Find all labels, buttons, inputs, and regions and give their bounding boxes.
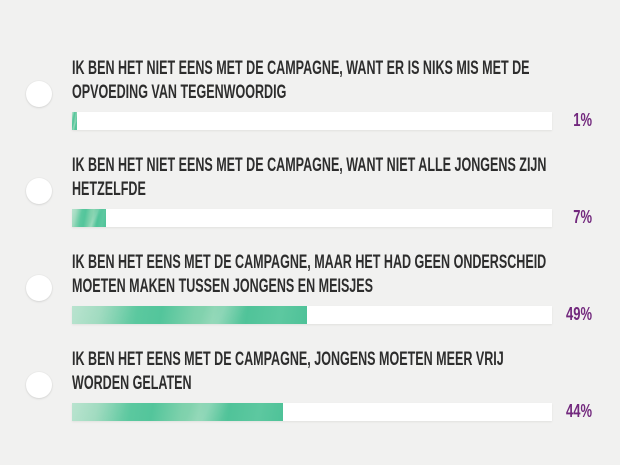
result-bar-track — [72, 111, 552, 130]
percent-label: 44% — [566, 401, 592, 421]
option-label: IK BEN HET EENS MET DE CAMPAGNE, JONGENS… — [72, 348, 592, 396]
option-content: IK BEN HET NIET EENS MET DE CAMPAGNE, WA… — [72, 57, 592, 131]
poll-option-row: IK BEN HET EENS MET DE CAMPAGNE, JONGENS… — [26, 348, 592, 422]
result-bar-row: 44% — [72, 401, 592, 422]
option-label-line2: MOETEN MAKEN TUSSEN JONGENS EN MEISJES — [72, 276, 374, 297]
option-label-line1: IK BEN HET EENS MET DE CAMPAGNE, JONGENS… — [72, 349, 504, 370]
percent-label: 1% — [573, 110, 592, 130]
result-bar-fill — [72, 402, 284, 421]
result-bar-row: 49% — [72, 304, 592, 325]
percent-label: 49% — [566, 304, 592, 324]
option-label: IK BEN HET EENS MET DE CAMPAGNE, MAAR HE… — [72, 251, 592, 299]
option-content: IK BEN HET EENS MET DE CAMPAGNE, MAAR HE… — [72, 251, 592, 325]
radio-button[interactable] — [26, 178, 52, 204]
option-label-line1: IK BEN HET NIET EENS MET DE CAMPAGNE, WA… — [72, 155, 547, 176]
result-bar-fill — [72, 208, 106, 227]
option-content: IK BEN HET NIET EENS MET DE CAMPAGNE, WA… — [72, 154, 592, 228]
poll-results: IK BEN HET NIET EENS MET DE CAMPAGNE, WA… — [26, 57, 592, 422]
result-bar-row: 7% — [72, 207, 592, 228]
poll-option-row: IK BEN HET NIET EENS MET DE CAMPAGNE, WA… — [26, 154, 592, 228]
result-bar-row: 1% — [72, 110, 592, 131]
option-label: IK BEN HET NIET EENS MET DE CAMPAGNE, WA… — [72, 57, 592, 105]
percent-label: 7% — [573, 207, 592, 227]
option-content: IK BEN HET EENS MET DE CAMPAGNE, JONGENS… — [72, 348, 592, 422]
result-bar-track — [72, 208, 552, 227]
option-label-line1: IK BEN HET EENS MET DE CAMPAGNE, MAAR HE… — [72, 252, 547, 273]
result-bar-fill — [72, 111, 77, 130]
radio-button[interactable] — [26, 372, 52, 398]
poll-option-row: IK BEN HET EENS MET DE CAMPAGNE, MAAR HE… — [26, 251, 592, 325]
result-bar-fill — [72, 305, 308, 324]
option-label-line2: WORDEN GELATEN — [72, 373, 192, 394]
option-label-line1: IK BEN HET NIET EENS MET DE CAMPAGNE, WA… — [72, 58, 530, 79]
result-bar-track — [72, 402, 552, 421]
result-bar-track — [72, 305, 552, 324]
poll-option-row: IK BEN HET NIET EENS MET DE CAMPAGNE, WA… — [26, 57, 592, 131]
radio-button[interactable] — [26, 81, 52, 107]
option-label-line2: OPVOEDING VAN TEGENWOORDIG — [72, 82, 287, 103]
option-label-line2: HETZELFDE — [72, 179, 146, 200]
radio-button[interactable] — [26, 275, 52, 301]
option-label: IK BEN HET NIET EENS MET DE CAMPAGNE, WA… — [72, 154, 592, 202]
